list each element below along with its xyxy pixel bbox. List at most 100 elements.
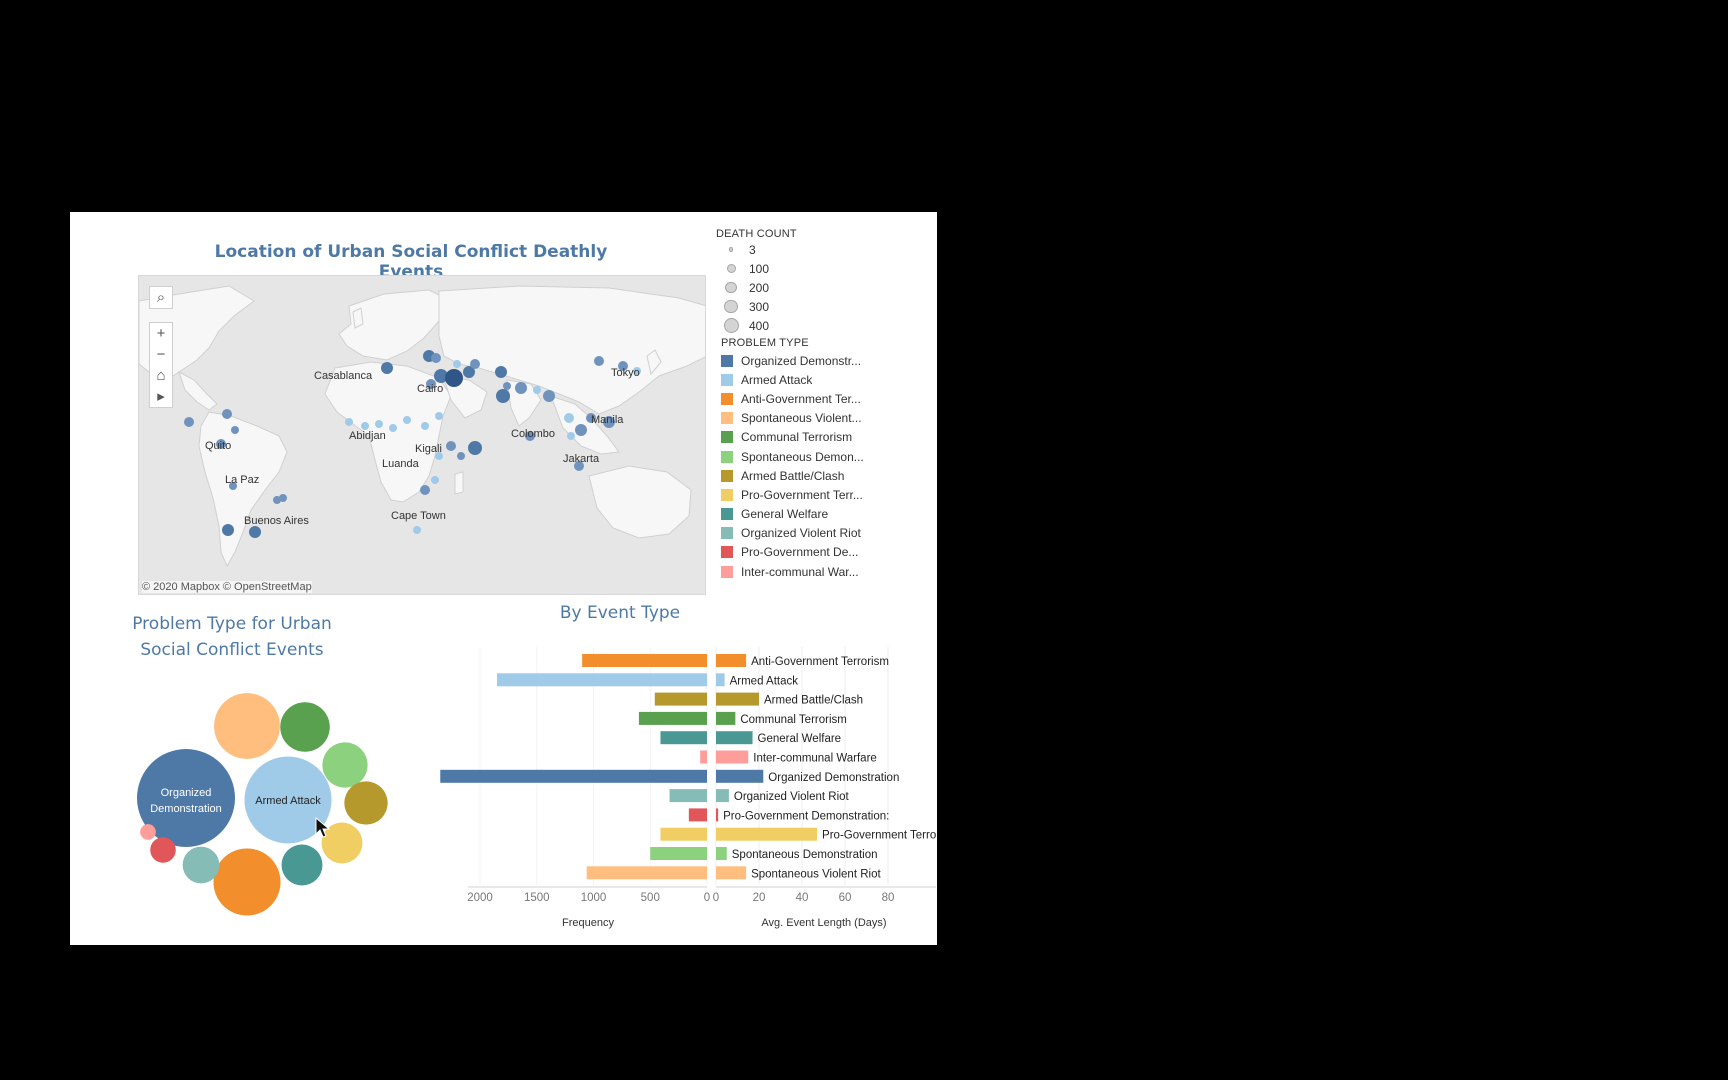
bubble[interactable] (150, 837, 176, 863)
event-marker (222, 409, 232, 419)
length-bar[interactable] (716, 827, 818, 841)
bubble[interactable] (321, 822, 363, 864)
frequency-bar[interactable] (440, 769, 707, 783)
bubble[interactable] (281, 844, 323, 886)
legend-swatch (721, 546, 733, 559)
legend-swatch (721, 412, 733, 425)
city-label: Manila (591, 414, 624, 426)
bubble[interactable] (322, 742, 368, 788)
event-marker (446, 441, 456, 451)
size-legend-item: 300 (716, 297, 936, 316)
legend-item[interactable]: Pro-Government Terr... (721, 485, 936, 504)
length-tick-label: 80 (882, 892, 895, 904)
category-label: Communal Terrorism (740, 714, 847, 726)
bubble-label: Organized (161, 787, 212, 799)
event-marker (216, 439, 226, 449)
legend-item[interactable]: Organized Violent Riot (721, 524, 936, 543)
length-bar[interactable] (716, 789, 729, 803)
zoom-in-icon[interactable]: + (156, 325, 166, 342)
cursor-icon (315, 816, 331, 838)
zoom-out-icon[interactable]: − (156, 346, 166, 363)
length-bar[interactable] (716, 750, 749, 764)
length-axis-title: Avg. Event Length (Days) (761, 917, 886, 929)
home-icon[interactable]: ⌂ (156, 367, 166, 384)
length-bar[interactable] (716, 711, 736, 725)
legend-item[interactable]: Communal Terrorism (721, 428, 936, 447)
event-marker (567, 432, 575, 440)
bubble[interactable] (244, 756, 332, 844)
event-marker (222, 524, 234, 536)
frequency-bar[interactable] (654, 692, 707, 706)
category-label: Spontaneous Violent Riot (751, 868, 881, 880)
event-marker (413, 526, 421, 534)
event-marker (381, 362, 393, 374)
world-map[interactable]: Casablanca Cairo Tokyo Abidjan Manila Colombo… (138, 275, 706, 595)
legend-item[interactable]: Armed Attack (721, 370, 936, 389)
event-marker (503, 382, 511, 390)
frequency-bar[interactable] (660, 731, 707, 745)
frequency-bar[interactable] (638, 711, 707, 725)
event-marker (420, 485, 430, 495)
bubble[interactable] (137, 749, 235, 847)
event-marker (184, 417, 194, 427)
length-bar[interactable] (716, 769, 764, 783)
legend-swatch (721, 488, 733, 501)
bubble[interactable] (213, 848, 281, 916)
event-marker (468, 441, 482, 455)
frequency-bar[interactable] (669, 789, 707, 803)
bubble[interactable] (182, 846, 220, 884)
size-legend-item: 3 (716, 240, 936, 259)
map-search-control[interactable]: ⌕ (149, 286, 173, 309)
legend-item[interactable]: Spontaneous Demon... (721, 447, 936, 466)
frequency-bar[interactable] (700, 750, 707, 764)
frequency-bar[interactable] (582, 654, 707, 667)
size-legend-label: 300 (749, 299, 770, 314)
legend-swatch (721, 527, 733, 540)
length-bar[interactable] (716, 731, 753, 745)
legend-item[interactable]: Armed Battle/Clash (721, 466, 936, 485)
bubble[interactable] (140, 824, 156, 840)
event-marker (426, 379, 436, 389)
map-attribution: © 2020 Mapbox © OpenStreetMap (142, 581, 312, 593)
legend-item[interactable]: Pro-Government De... (721, 543, 936, 562)
frequency-bar[interactable] (586, 866, 707, 880)
frequency-bar[interactable] (688, 808, 707, 822)
legend-swatch (721, 373, 733, 386)
length-bar[interactable] (716, 847, 727, 860)
event-marker (231, 426, 239, 434)
bubble[interactable] (344, 781, 388, 825)
event-marker (575, 424, 587, 436)
frequency-bar[interactable] (660, 827, 707, 841)
category-label: Pro-Government Terrorism (822, 830, 936, 842)
legend-item[interactable]: Spontaneous Violent... (721, 409, 936, 428)
legend-item[interactable]: Inter-communal War... (721, 562, 936, 581)
legend-item[interactable]: Organized Demonstr... (721, 351, 936, 370)
city-label: Cape Town (391, 510, 446, 522)
search-icon[interactable]: ⌕ (156, 289, 166, 306)
category-label: Organized Violent Riot (734, 791, 850, 803)
legend-item[interactable]: General Welfare (721, 505, 936, 524)
legend-item[interactable]: Anti-Government Ter... (721, 389, 936, 408)
problem-type-legend: Organized Demonstr... Armed Attack Anti-Go… (716, 351, 936, 581)
event-marker (279, 494, 287, 502)
length-bar[interactable] (716, 673, 725, 687)
landmass-europe (338, 289, 450, 361)
bar-chart: Anti-Government Terrorism Armed Attack Arm… (440, 647, 936, 929)
event-marker (618, 361, 628, 371)
event-marker (445, 369, 463, 387)
bubble[interactable] (214, 693, 280, 759)
size-legend-item: 200 (716, 278, 936, 297)
bubble[interactable] (280, 702, 330, 752)
city-label: Jakarta (563, 453, 600, 465)
frequency-bar[interactable] (497, 673, 707, 687)
size-legend-label: 100 (749, 261, 770, 276)
length-bar[interactable] (716, 692, 759, 706)
length-bar[interactable] (716, 808, 719, 822)
event-marker (389, 424, 397, 432)
frequency-bar[interactable] (650, 847, 707, 860)
length-bar[interactable] (716, 866, 747, 880)
length-bar[interactable] (716, 654, 747, 667)
play-icon[interactable]: ▸ (157, 388, 165, 405)
city-label: La Paz (225, 474, 259, 486)
length-tick-label: 20 (753, 892, 766, 904)
